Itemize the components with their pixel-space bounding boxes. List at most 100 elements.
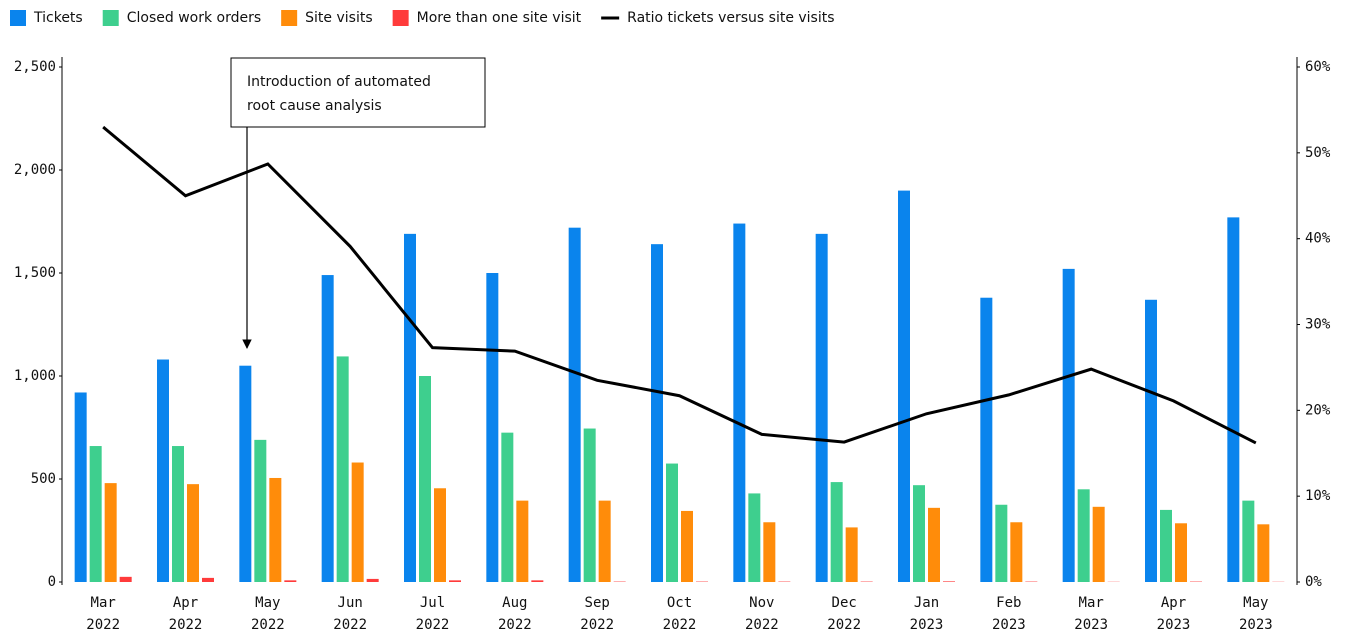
legend-label: Site visits [305,10,372,26]
bar [486,273,499,582]
bar [666,463,678,582]
bar [119,576,132,582]
x-tick-label: 2022 [580,617,614,633]
legend-swatch [102,10,119,26]
bar [913,485,925,582]
y-tick-label: 500 [31,471,56,487]
bar [434,488,446,582]
x-tick-label: 2022 [663,617,697,633]
x-tick-label: May [1243,595,1268,611]
x-tick-label: 2022 [827,617,861,633]
y2-tick-label: 20% [1305,402,1331,418]
y-tick-label: 1,500 [14,265,56,281]
bar [1227,217,1240,582]
bar [651,244,663,582]
bar [995,504,1008,582]
bar [172,446,184,582]
x-tick-label: 2023 [1074,617,1108,633]
legend-swatch [392,10,409,26]
bar [104,483,117,582]
bar [366,578,379,582]
x-tick-label: Jan [914,595,939,611]
bar [351,462,364,582]
bar [202,577,214,582]
bar [449,580,461,582]
bar [568,227,581,582]
annotation-box [230,57,486,128]
bar [336,356,349,582]
x-tick-label: 2023 [910,617,944,633]
x-tick-label: Feb [996,595,1021,611]
bar [419,376,431,582]
bar [980,297,993,582]
y2-tick-label: 10% [1305,488,1331,504]
x-tick-label: 2022 [86,617,120,633]
x-tick-label: 2022 [745,617,779,633]
y2-tick-label: 30% [1305,317,1331,333]
bar [1092,506,1105,582]
bar [845,527,858,582]
bar [74,392,87,582]
bar [284,580,297,582]
ratio-line [102,125,1257,445]
y-tick-label: 2,500 [14,59,56,75]
y2-tick-label: 40% [1305,231,1331,247]
legend-label: Closed work orders [127,10,261,26]
y-tick-label: 2,000 [14,162,56,178]
legend-label: More than one site visit [417,10,582,26]
x-tick-label: May [255,595,280,611]
x-tick-label: Nov [749,595,774,611]
x-tick-label: Sep [585,595,610,611]
x-tick-label: Jun [338,595,363,611]
x-tick-label: Apr [1161,595,1186,611]
x-tick-label: Jul [420,595,445,611]
bar [1242,500,1255,582]
bar [748,493,761,582]
y2-tick-label: 0% [1305,574,1322,590]
bar [815,233,828,583]
bar [681,510,693,582]
y2-tick-label: 60% [1305,59,1331,75]
x-tick-label: 2022 [498,617,532,633]
x-tick-label: 2022 [416,617,450,633]
x-tick-label: 2023 [1157,617,1191,633]
y-tick-label: 0 [48,574,56,590]
bar [1257,524,1270,582]
bar [89,446,102,582]
bar [830,482,843,582]
x-tick-label: Mar [1079,595,1104,611]
bar [943,581,955,582]
bar [239,365,252,582]
bar [321,275,334,582]
x-tick-label: 2022 [333,617,367,633]
bar [404,233,416,583]
x-tick-label: 2023 [992,617,1026,633]
bar [1160,509,1172,582]
x-tick-label: Oct [667,595,692,611]
x-tick-label: Dec [832,595,857,611]
legend-label: Ratio tickets versus site visits [627,10,834,26]
bar [928,507,940,582]
legend-label: Tickets [33,10,83,26]
bar [187,484,199,582]
bar [157,359,169,582]
annotation-text: Introduction of automated [247,74,431,90]
bar [1062,268,1075,582]
y2-tick-label: 50% [1305,145,1331,161]
legend-swatch [10,10,26,26]
legend-swatch [281,10,298,26]
bar [1175,523,1187,582]
bar [254,439,267,582]
bar [733,223,746,582]
x-tick-label: 2022 [251,617,285,633]
bar [1145,299,1157,582]
bar [598,500,611,582]
bar [531,580,544,582]
x-tick-label: 2023 [1239,617,1273,633]
x-tick-label: Apr [173,595,198,611]
x-tick-label: Mar [91,595,116,611]
x-tick-label: 2022 [169,617,203,633]
bar [763,522,776,582]
